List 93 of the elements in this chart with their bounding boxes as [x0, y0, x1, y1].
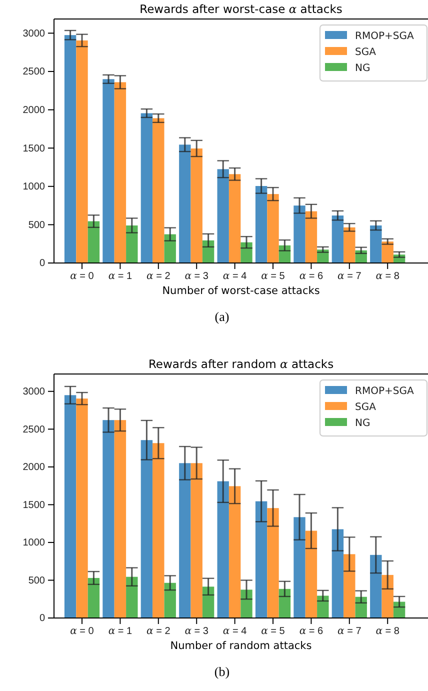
y-tick-label: 0 — [39, 258, 46, 270]
bar — [332, 529, 344, 618]
bar — [88, 578, 100, 618]
bar — [64, 35, 76, 263]
bar — [305, 530, 318, 618]
y-tick-label: 0 — [39, 613, 46, 624]
bar — [228, 174, 241, 263]
x-axis-title: Number of random attacks — [170, 640, 312, 652]
chart-title: Rewards after random α attacks — [148, 357, 334, 371]
bar — [382, 242, 394, 263]
y-tick-label: 500 — [28, 575, 46, 586]
bar — [164, 234, 176, 263]
bar — [64, 395, 76, 618]
bar — [267, 508, 279, 618]
text: (a) — [214, 309, 230, 324]
legend-label: RMOP+SGA — [355, 31, 414, 42]
bar — [370, 554, 382, 618]
legend-label: RMOP+SGA — [355, 386, 414, 397]
x-tick-label: α = 5 — [261, 626, 286, 637]
legend-label: NG — [355, 63, 370, 74]
bar — [202, 240, 214, 263]
legend-label: SGA — [355, 402, 376, 413]
y-tick-label: 3000 — [22, 28, 46, 40]
bar — [294, 206, 306, 263]
bar — [126, 576, 138, 618]
bar — [317, 596, 329, 618]
x-tick-label: α = 4 — [222, 271, 248, 282]
x-tick-label: α = 8 — [376, 626, 400, 637]
x-tick-label: α = 6 — [299, 271, 324, 282]
y-tick-label: 1500 — [22, 143, 46, 154]
x-tick-label: α = 4 — [222, 626, 248, 637]
y-tick-label: 1500 — [22, 500, 46, 511]
bar — [140, 440, 153, 618]
bar — [102, 420, 114, 618]
legend-label: NG — [355, 418, 370, 429]
x-tick-label: α = 6 — [299, 626, 324, 637]
bar — [179, 463, 191, 618]
legend-label: SGA — [355, 47, 376, 58]
bar — [370, 225, 382, 263]
x-tick-label: α = 8 — [376, 271, 400, 282]
bar — [240, 590, 252, 618]
bar — [179, 144, 191, 263]
bar — [305, 211, 318, 263]
y-tick-label: 500 — [28, 220, 46, 231]
y-tick-label: 1000 — [22, 182, 46, 193]
bar — [190, 148, 202, 263]
bar — [382, 574, 394, 618]
x-tick-label: α = 5 — [261, 271, 286, 282]
x-tick-label: α = 2 — [146, 626, 171, 637]
bar — [140, 113, 153, 263]
bar — [267, 194, 279, 263]
bar — [114, 420, 126, 618]
x-tick-label: α = 7 — [338, 271, 362, 282]
bar — [190, 463, 202, 618]
bar — [152, 118, 164, 263]
bar — [76, 398, 88, 618]
x-tick-label: α = 2 — [146, 271, 171, 282]
bar — [217, 169, 229, 263]
y-tick-label: 2500 — [22, 424, 46, 436]
y-tick-label: 2000 — [22, 104, 46, 116]
x-axis-title: Number of worst-case attacks — [162, 285, 320, 297]
bar — [202, 586, 214, 618]
bar — [332, 216, 344, 263]
x-tick-label: α = 1 — [108, 626, 132, 637]
bar — [102, 79, 114, 263]
y-tick-label: 3000 — [22, 386, 46, 398]
y-tick-label: 2500 — [22, 66, 46, 78]
bar — [126, 225, 138, 263]
bar — [344, 554, 356, 618]
x-tick-label: α = 3 — [184, 626, 209, 637]
bar — [114, 82, 126, 263]
chart-title: Rewards after worst-case α attacks — [140, 2, 342, 16]
x-tick-label: α = 3 — [184, 271, 209, 282]
bar — [278, 588, 291, 618]
bar — [88, 221, 100, 263]
x-tick-label: α = 1 — [108, 271, 132, 282]
x-tick-label: α = 0 — [70, 626, 94, 637]
bar — [228, 486, 241, 618]
bar — [355, 596, 367, 618]
bar — [76, 40, 88, 263]
bar — [164, 582, 176, 618]
bar — [152, 443, 164, 618]
bar — [255, 501, 268, 618]
y-tick-label: 2000 — [22, 462, 46, 474]
bar — [240, 242, 252, 263]
text: (b) — [214, 664, 230, 679]
bar — [255, 186, 268, 263]
bar — [294, 517, 306, 618]
x-tick-label: α = 0 — [70, 271, 94, 282]
x-tick-label: α = 7 — [338, 626, 362, 637]
bar — [344, 227, 356, 263]
y-tick-label: 1000 — [22, 538, 46, 549]
bar — [217, 481, 229, 618]
